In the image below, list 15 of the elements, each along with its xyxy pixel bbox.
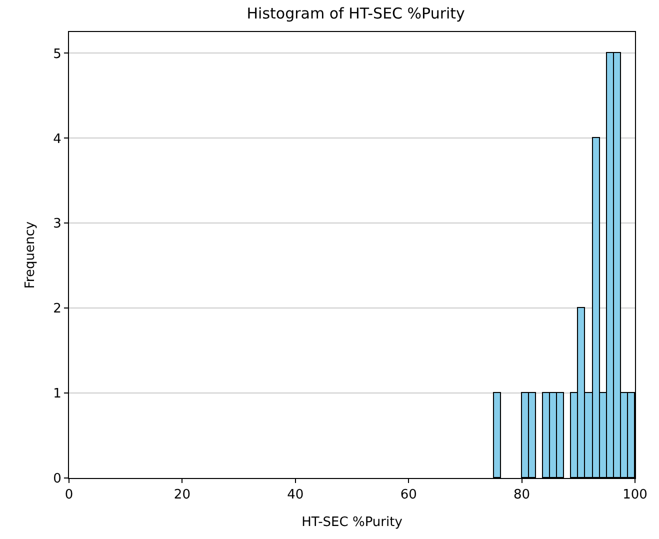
y-tick-label: 2 [53,302,62,317]
y-axis-title: Frequency [23,221,38,289]
y-tick-label: 1 [53,386,62,402]
x-tick-label: 80 [514,488,530,503]
x-tick-label: 0 [64,488,74,503]
y-tick-label: 5 [53,46,62,62]
chart-title: Histogram of HT-SEC %Purity [246,4,466,23]
y-tick-label: 4 [53,132,62,147]
y-tick-label: 3 [53,216,62,232]
x-tick-label: 40 [287,488,304,503]
x-tick-label: 20 [174,488,190,503]
y-tick-label: 0 [53,472,62,487]
x-tick-label: 100 [622,488,648,503]
x-axis-title: HT-SEC %Purity [302,515,403,530]
x-tick-label: 60 [400,488,417,503]
